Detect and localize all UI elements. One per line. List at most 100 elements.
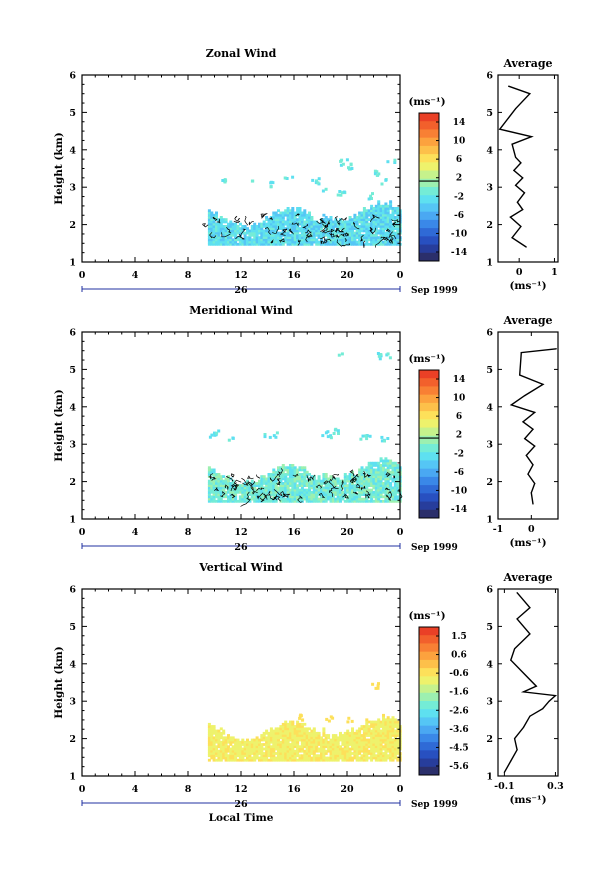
heatmap-cell — [229, 499, 233, 503]
heatmap-cell — [281, 242, 285, 246]
heatmap-cell — [346, 756, 350, 760]
heatmap-cell — [353, 734, 357, 737]
heatmap-cell — [293, 470, 297, 474]
heatmap-cell — [370, 220, 374, 224]
heatmap-cell — [389, 222, 393, 226]
heatmap-cell — [391, 240, 395, 244]
heatmap-cell — [279, 743, 283, 746]
heatmap-cell — [374, 686, 378, 690]
heatmap-cell — [219, 225, 223, 228]
heatmap-cell — [298, 484, 302, 487]
heatmap-cell — [382, 477, 385, 481]
heatmap-cell — [212, 490, 216, 494]
heatmap-cell — [223, 178, 227, 182]
heatmap-cell — [310, 479, 314, 483]
heatmap-cell — [258, 490, 261, 494]
heatmap-cell — [312, 482, 316, 485]
heatmap-cell — [248, 745, 252, 749]
heatmap-cell — [327, 229, 331, 233]
heatmap-cell — [224, 225, 228, 228]
heatmap-cell — [253, 758, 257, 762]
heatmap-cell — [265, 743, 269, 746]
heatmap-cell — [348, 227, 352, 230]
heatmap-cell — [281, 731, 285, 735]
heatmap-cell — [312, 488, 316, 492]
heatmap-cell — [343, 743, 347, 746]
heatmap-cell — [300, 738, 304, 742]
profile-point — [503, 771, 505, 773]
heatmap-cell — [298, 758, 302, 762]
heatmap-cell — [262, 738, 266, 742]
heatmap-cell — [312, 743, 316, 746]
heatmap-cell — [210, 233, 214, 237]
heatmap-cell — [260, 493, 264, 496]
heatmap-cell — [353, 752, 357, 755]
profile-point — [530, 492, 532, 494]
heatmap-cell — [293, 242, 297, 246]
y-tick-label: 5 — [69, 622, 76, 633]
heatmap-cell — [334, 743, 338, 746]
heatmap-cell — [396, 482, 400, 485]
heatmap-cell — [367, 488, 371, 492]
profile-y-tick-label: 1 — [486, 772, 493, 783]
heatmap-cell — [274, 731, 278, 735]
heatmap-cell — [327, 490, 331, 494]
heatmap-cell — [367, 752, 371, 755]
heatmap-cell — [269, 242, 273, 246]
heatmap-cell — [231, 482, 235, 485]
heatmap-cell — [305, 754, 309, 758]
heatmap-cell — [365, 756, 369, 760]
contour-line — [366, 473, 372, 478]
heatmap-cell — [224, 220, 228, 224]
heatmap-cell — [243, 240, 247, 244]
heatmap-cell — [379, 473, 383, 476]
heatmap-cell — [382, 225, 385, 228]
heatmap-cell — [346, 486, 350, 490]
heatmap-cell — [277, 745, 280, 749]
heatmap-cell — [265, 745, 269, 749]
heatmap-cell — [246, 758, 249, 762]
heatmap-cell — [339, 488, 342, 492]
heatmap-cell — [320, 743, 323, 746]
heatmap-cell — [358, 211, 362, 215]
contour-line — [319, 218, 326, 224]
heatmap-cell — [379, 740, 383, 744]
heatmap-cell — [293, 473, 297, 476]
heatmap-cell — [248, 238, 252, 242]
heatmap-cell — [334, 233, 338, 237]
colorbar-swatch — [419, 219, 439, 229]
heatmap-cell — [389, 204, 393, 208]
heatmap-cell — [260, 738, 264, 742]
heatmap-cell — [293, 231, 297, 235]
heatmap-cell — [277, 731, 280, 735]
heatmap-cell — [339, 225, 342, 228]
colorbar-tick-label: -5.6 — [449, 762, 468, 772]
heatmap-cell — [303, 482, 307, 485]
heatmap-cell — [291, 490, 295, 494]
heatmap-cell — [210, 433, 214, 437]
heatmap-cell — [300, 211, 304, 215]
contour-line — [362, 470, 368, 478]
heatmap-cell — [341, 229, 345, 233]
heatmap-cell — [315, 756, 319, 760]
heatmap-cell — [339, 220, 342, 224]
heatmap-cell — [317, 499, 321, 503]
heatmap-cell — [317, 758, 321, 762]
heatmap-cell — [258, 236, 261, 239]
heatmap-cell — [362, 747, 366, 751]
heatmap-cell — [322, 490, 326, 494]
heatmap-cell — [317, 736, 321, 740]
profile-point — [532, 503, 534, 505]
heatmap-cell — [279, 488, 283, 492]
heatmap-cell — [379, 213, 383, 217]
heatmap-cell — [384, 756, 388, 760]
heatmap-cell — [389, 752, 393, 755]
heatmap-cell — [308, 488, 311, 492]
heatmap-cell — [234, 738, 238, 742]
heatmap-cell — [222, 475, 226, 478]
heatmap-cell — [320, 227, 323, 230]
heatmap-cell — [265, 479, 269, 483]
colorbar-swatch — [419, 651, 439, 661]
heatmap-cell — [229, 497, 233, 501]
heatmap-cell — [236, 740, 240, 744]
